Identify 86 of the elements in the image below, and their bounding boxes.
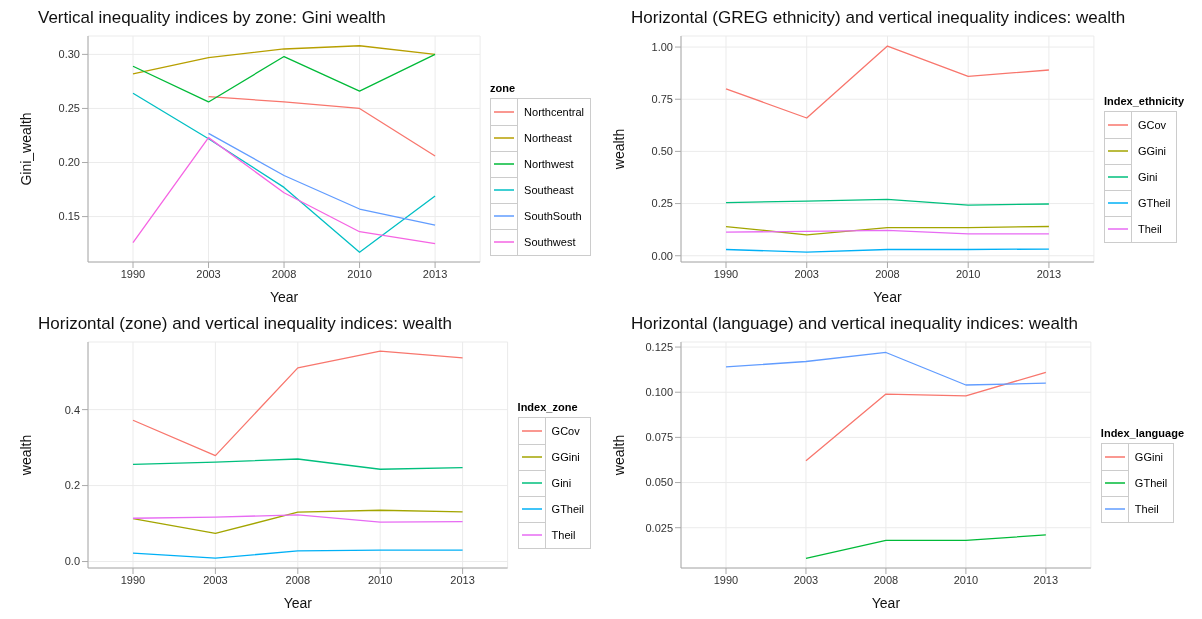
- x-tick-label: 2003: [794, 267, 819, 280]
- line-series: [132, 458, 464, 470]
- x-tick-label: 2010: [955, 267, 981, 280]
- y-axis-title: Gini_wealth: [17, 112, 34, 186]
- x-tick-label: 1990: [120, 267, 146, 280]
- x-tick-label: 2003: [203, 573, 228, 586]
- y-tick-label: 0.00: [651, 249, 673, 262]
- legend-label: Northcentral: [523, 106, 585, 119]
- x-axis-title: Year: [283, 595, 313, 611]
- x-tick-label: 2010: [953, 573, 979, 586]
- x-axis-title: Year: [873, 289, 902, 305]
- legend-label: Gini: [1136, 171, 1159, 184]
- y-tick-label: 0.075: [645, 431, 673, 444]
- legend-label: Southwest: [523, 236, 577, 249]
- line-series: [132, 514, 464, 523]
- y-tick-label: 0.025: [645, 521, 673, 534]
- legend-label: Theil: [1133, 503, 1160, 516]
- x-tick-label: 2008: [271, 267, 297, 280]
- x-tick-label: 2013: [1033, 573, 1059, 586]
- legend-title: Index_zone: [517, 401, 579, 414]
- y-tick-label: 0.30: [58, 48, 80, 61]
- y-tick-label: 0.4: [64, 403, 80, 416]
- legend-label: GCov: [550, 425, 581, 438]
- x-tick-label: 1990: [713, 267, 739, 280]
- legend-label: GGini: [1133, 451, 1164, 464]
- legend-label: SouthSouth: [523, 210, 583, 223]
- legend-label: GTheil: [1133, 477, 1169, 490]
- y-tick-label: 0.100: [645, 386, 673, 399]
- line-series: [132, 137, 436, 245]
- x-tick-label: 2008: [875, 267, 900, 280]
- line-series: [725, 351, 1047, 386]
- line-series: [132, 509, 464, 535]
- y-axis-title: wealth: [610, 434, 627, 477]
- legend-title: Index_ethnicity: [1103, 95, 1184, 108]
- line-series: [725, 45, 1050, 119]
- legend-label: GTheil: [1136, 197, 1172, 210]
- y-tick-label: 0.25: [651, 197, 673, 210]
- x-tick-label: 2010: [367, 573, 393, 586]
- legend-label: Northwest: [523, 158, 575, 171]
- y-tick-label: 1.00: [651, 40, 673, 53]
- x-tick-label: 2003: [196, 267, 221, 280]
- legend-title: zone: [490, 82, 517, 95]
- y-tick-label: 0.125: [645, 340, 673, 353]
- line-series: [207, 95, 436, 157]
- y-tick-label: 0.75: [651, 93, 673, 106]
- legend-title: Index_language: [1100, 427, 1184, 440]
- line-series: [132, 53, 436, 103]
- chart-title: Vertical inequality indices by zone: Gini wealth: [37, 8, 387, 29]
- y-tick-label: 0.50: [651, 145, 673, 158]
- legend-label: Southeast: [523, 184, 575, 197]
- line-series: [132, 92, 436, 253]
- y-tick-label: 0.15: [58, 210, 80, 223]
- line-series: [207, 132, 436, 226]
- x-tick-label: 2013: [422, 267, 448, 280]
- legend-label: GGini: [1136, 145, 1168, 158]
- y-axis-title: wealth: [610, 128, 627, 171]
- x-tick-label: 2013: [1036, 267, 1062, 280]
- y-axis-title: wealth: [17, 434, 34, 477]
- legend-label: GCov: [1136, 119, 1168, 132]
- x-axis-title: Year: [871, 595, 901, 611]
- y-tick-label: 0.0: [64, 555, 80, 568]
- line-series: [132, 45, 436, 75]
- legend-label: Northeast: [523, 132, 573, 145]
- x-tick-label: 2010: [347, 267, 372, 280]
- line-series: [805, 371, 1047, 462]
- line-series: [132, 350, 464, 457]
- x-tick-label: 2008: [873, 573, 899, 586]
- x-tick-label: 1990: [713, 573, 739, 586]
- legend-label: Theil: [550, 529, 577, 542]
- legend-label: GGini: [550, 451, 581, 464]
- chart-title: Horizontal (GREG ethnicity) and vertical inequality indices: wealth: [630, 8, 1127, 29]
- chart-title: Horizontal (zone) and vertical inequality indices: wealth: [37, 314, 453, 335]
- x-tick-label: 2003: [793, 573, 819, 586]
- x-tick-label: 2008: [285, 573, 311, 586]
- y-tick-label: 0.20: [58, 156, 80, 169]
- x-tick-label: 1990: [120, 573, 146, 586]
- legend-label: Gini: [550, 477, 573, 490]
- x-tick-label: 2013: [450, 573, 475, 586]
- chart-title: Horizontal (language) and vertical inequality indices: wealth: [630, 314, 1079, 335]
- y-tick-label: 0.050: [645, 476, 673, 489]
- y-tick-label: 0.2: [64, 479, 80, 492]
- line-series: [132, 549, 464, 559]
- y-tick-label: 0.25: [58, 102, 80, 115]
- x-axis-title: Year: [269, 289, 299, 305]
- legend-label: Theil: [1136, 223, 1163, 236]
- legend-label: GTheil: [550, 503, 585, 516]
